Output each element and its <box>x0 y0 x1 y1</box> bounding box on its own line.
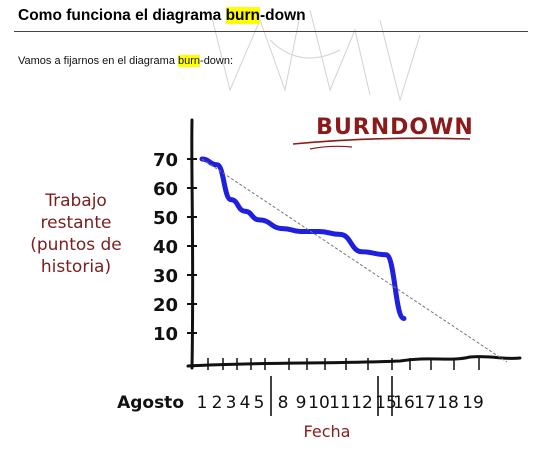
title-underline-short <box>309 145 353 150</box>
y-tick-label: 40 <box>153 237 178 258</box>
intro-highlight: burn <box>178 55 201 67</box>
x-tick-label: 1 <box>197 393 208 413</box>
y-tick-label: 70 <box>153 150 178 171</box>
y-tick-label: 50 <box>153 208 178 229</box>
heading-rule <box>14 31 528 32</box>
x-tick-label: 15 <box>375 393 397 413</box>
y-axis-label-line: Trabajo <box>44 191 107 211</box>
x-prefix-label: Agosto <box>117 393 184 413</box>
x-tick-label: 12 <box>351 393 373 413</box>
x-tick-label: 10 <box>308 393 330 413</box>
x-tick-label: 11 <box>329 393 351 413</box>
x-tick-label: 17 <box>414 393 436 413</box>
x-axis <box>186 355 522 368</box>
actual-line <box>199 156 407 321</box>
x-tick-label: 18 <box>437 393 459 413</box>
title-underline <box>292 137 471 145</box>
x-tick-label: 9 <box>296 393 307 413</box>
heading-suffix: -down <box>260 7 306 24</box>
x-tick-label: 16 <box>393 393 415 413</box>
ideal-line <box>201 158 508 363</box>
y-axis <box>190 118 195 370</box>
x-tick-label: 2 <box>212 393 223 413</box>
y-tick-label: 20 <box>153 295 178 316</box>
y-axis-label-line: historia) <box>41 257 111 277</box>
y-tick-label: 60 <box>153 179 178 200</box>
intro-paragraph: Vamos a fijarnos en el diagrama burn-dow… <box>18 55 233 67</box>
x-tick-label: 5 <box>254 393 265 413</box>
y-tick-label: 10 <box>153 324 178 345</box>
intro-text: Vamos a fijarnos en el diagrama <box>18 55 178 67</box>
heading-highlight: burn <box>225 7 260 24</box>
x-tick-label: 3 <box>226 393 237 413</box>
x-tick-label: 4 <box>240 393 251 413</box>
intro-suffix: -down: <box>200 55 234 67</box>
x-tick-label: 8 <box>278 393 289 413</box>
heading-text: Como funciona el diagrama <box>18 7 226 24</box>
chart-title: BURNDOWN <box>316 115 474 140</box>
x-tick-label: 19 <box>462 393 484 413</box>
page-heading: Como funciona el diagrama burn-down <box>18 6 306 26</box>
y-axis-label-line: restante <box>41 213 112 233</box>
y-tick-label: 30 <box>153 266 178 287</box>
y-axis-label-line: (puntos de <box>30 235 122 255</box>
x-axis-label: Fecha <box>304 422 351 441</box>
